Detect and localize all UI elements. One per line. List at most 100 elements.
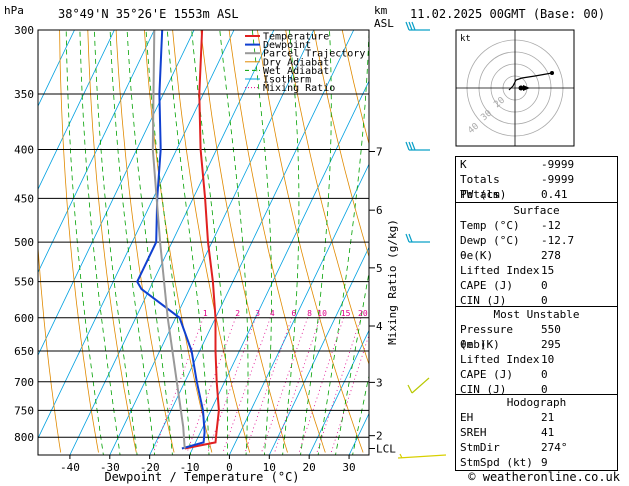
hodograph-row: SREH 41 [456, 425, 617, 440]
km-tick-label: LCL [376, 442, 396, 455]
most-unstable-row: CAPE (J) 0 [456, 367, 617, 382]
index-label: CAPE (J) [460, 368, 513, 381]
mixing-ratio-line [298, 317, 344, 453]
indices-table-basic: K -9999 Totals Totals -9999 PW (cm) 0.41 [455, 156, 618, 203]
index-label: Totals Totals [460, 173, 500, 201]
pressure-tick-label: 400 [14, 143, 34, 156]
isotherm-line [38, 30, 75, 107]
mixing-ratio-label: 6 [291, 309, 296, 318]
legend-item: Wet Adiabat [263, 66, 329, 77]
index-value: 21 [541, 411, 555, 424]
surface-row: θe(K) 278 [456, 248, 617, 263]
index-value: 295 [541, 338, 561, 351]
pressure-tick-label: 700 [14, 376, 34, 389]
series-dewpoint [136, 30, 206, 450]
wind-barb-icon [405, 141, 430, 151]
index-row-k: K -9999 [456, 157, 617, 172]
hodograph: kt 40 30 20 [455, 29, 575, 147]
mixing-ratio-label: 2 [235, 309, 240, 318]
legend-item: Dry Adiabat [263, 57, 329, 68]
dry-adiabat-line [172, 30, 251, 453]
hodograph-storm-motion [518, 85, 524, 91]
index-label: K [460, 158, 467, 171]
x-tick-label: -40 [60, 461, 80, 474]
x-tick-label: -20 [140, 461, 160, 474]
index-value: 278 [541, 249, 561, 262]
surface-row: Lifted Index 15 [456, 263, 617, 278]
wind-barb-feather [408, 141, 413, 151]
wind-barb-icon [397, 453, 447, 459]
index-value: 0.41 [541, 188, 568, 201]
x-tick-label: 20 [303, 461, 316, 474]
hodograph-row: StmDir 274° [456, 440, 617, 455]
wind-barb-feather [399, 453, 403, 459]
dry-adiabat-line [341, 30, 369, 146]
index-row-totals: Totals Totals -9999 [456, 172, 617, 201]
surface-row: Temp (°C) -12 [456, 218, 617, 233]
plot-frame [37, 29, 370, 456]
asl-label: ASL [374, 17, 394, 30]
dry-adiabat-line [59, 30, 99, 453]
mixing-ratio-axis-label: Mixing Ratio (g/kg) [386, 219, 399, 345]
pressure-tick-label: 300 [14, 24, 34, 37]
mixing-ratio-line [261, 317, 308, 453]
indices-table-hodograph: Hodograph EH 21 SREH 41 StmDir 274° StmSpd … [455, 394, 618, 471]
index-value: 550 [541, 323, 561, 336]
km-tick-label: 5 [376, 262, 383, 275]
surface-row: CAPE (J) 0 [456, 278, 617, 293]
isotherm-line [308, 329, 369, 455]
wet-adiabat-line [369, 30, 463, 458]
dry-adiabat-line [313, 30, 369, 259]
x-tick-label: -10 [180, 461, 200, 474]
most-unstable-row: θe (K) 295 [456, 337, 617, 352]
wind-barb-feather [408, 233, 413, 243]
legend-item: Parcel Trajectory [263, 49, 365, 60]
legend-item: Mixing Ratio [263, 83, 335, 94]
km-tick-label: 2 [376, 430, 383, 443]
hodograph-row: EH 21 [456, 410, 617, 425]
index-value: 10 [541, 353, 555, 366]
index-label: CAPE (J) [460, 279, 513, 292]
km-label: km [374, 4, 388, 17]
wind-barb-icon [405, 21, 430, 31]
dry-adiabat-line [200, 30, 288, 453]
index-value: 9 [541, 456, 548, 469]
km-tick-label: 3 [376, 376, 383, 389]
wind-barb-feather [407, 384, 413, 394]
wind-barb-shaft [397, 454, 447, 459]
isotherm-line [38, 30, 115, 191]
index-value: 15 [541, 264, 555, 277]
wind-barb-feather [411, 141, 416, 151]
index-row-pw: PW (cm) 0.41 [456, 187, 617, 202]
dry-adiabat-line [257, 30, 364, 453]
index-label: CIN (J) [460, 294, 507, 307]
index-value: 0 [541, 279, 548, 292]
legend-item: Temperature [263, 32, 329, 43]
surface-row: CIN (J) 0 [456, 293, 617, 308]
km-tick-label: 7 [376, 146, 383, 159]
km-tick-label: 6 [376, 204, 383, 217]
index-value: 0 [541, 368, 548, 381]
km-tick-label: 4 [376, 320, 383, 333]
mixing-ratio-label: 20 [358, 309, 368, 318]
index-value: 41 [541, 426, 555, 439]
most-unstable-row: Lifted Index 10 [456, 352, 617, 367]
wind-barb-icon [407, 377, 430, 394]
index-label: Lifted Index [460, 353, 540, 366]
mixing-ratio-label: 8 [307, 309, 312, 318]
dry-adiabat-line [144, 30, 213, 453]
wind-barb-feather [405, 233, 410, 243]
dry-adiabat-line [115, 30, 175, 453]
dry-adiabat-line [285, 30, 369, 366]
index-value: -12 [541, 219, 561, 232]
location-text: 38°49'N 35°26'E 1553m ASL [58, 7, 239, 21]
hodograph-arrow-icon [523, 85, 530, 91]
indices-table-most-unstable: Most Unstable Pressure (mb) 550 θe (K) 295… [455, 306, 618, 398]
series-parcel-trajectory [151, 30, 186, 449]
most-unstable-row: Pressure (mb) 550 [456, 322, 617, 351]
index-label: Temp (°C) [460, 219, 520, 232]
index-label: Lifted Index [460, 264, 540, 277]
index-label: PW (cm) [460, 188, 507, 201]
